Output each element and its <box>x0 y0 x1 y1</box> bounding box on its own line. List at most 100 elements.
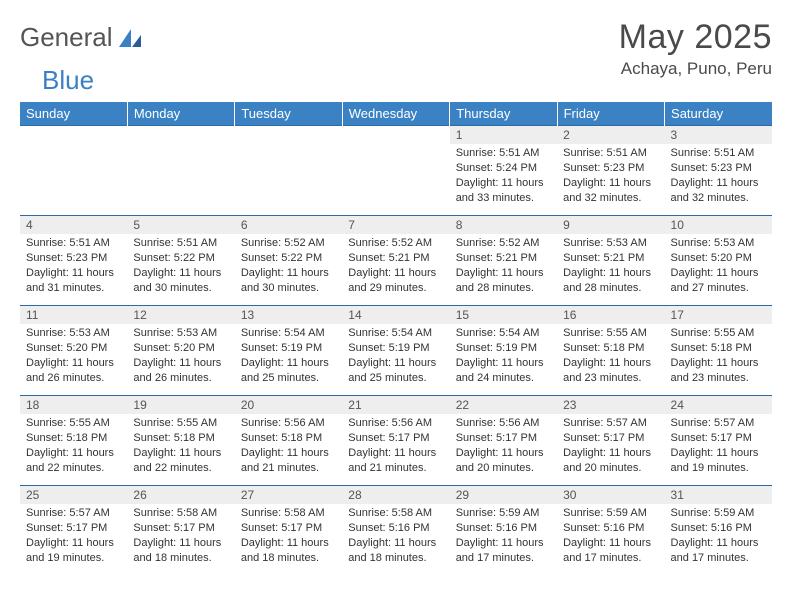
day-details: Sunrise: 5:55 AMSunset: 5:18 PMDaylight:… <box>127 414 234 479</box>
day-number: 31 <box>665 486 772 504</box>
weekday-header: Saturday <box>665 102 772 126</box>
calendar-cell: 21Sunrise: 5:56 AMSunset: 5:17 PMDayligh… <box>342 396 449 486</box>
day-details: Sunrise: 5:56 AMSunset: 5:17 PMDaylight:… <box>342 414 449 479</box>
calendar-cell: 1Sunrise: 5:51 AMSunset: 5:24 PMDaylight… <box>450 126 557 216</box>
calendar-cell: 3Sunrise: 5:51 AMSunset: 5:23 PMDaylight… <box>665 126 772 216</box>
day-number: 17 <box>665 306 772 324</box>
day-number: 27 <box>235 486 342 504</box>
calendar-cell <box>20 126 127 216</box>
logo-text-2: Blue <box>42 65 94 96</box>
day-number: 22 <box>450 396 557 414</box>
day-details: Sunrise: 5:58 AMSunset: 5:17 PMDaylight:… <box>235 504 342 569</box>
day-number: 15 <box>450 306 557 324</box>
day-number: 21 <box>342 396 449 414</box>
day-details: Sunrise: 5:52 AMSunset: 5:22 PMDaylight:… <box>235 234 342 299</box>
calendar-cell: 12Sunrise: 5:53 AMSunset: 5:20 PMDayligh… <box>127 306 234 396</box>
weekday-header-row: Sunday Monday Tuesday Wednesday Thursday… <box>20 102 772 126</box>
calendar-cell: 7Sunrise: 5:52 AMSunset: 5:21 PMDaylight… <box>342 216 449 306</box>
calendar-cell: 5Sunrise: 5:51 AMSunset: 5:22 PMDaylight… <box>127 216 234 306</box>
day-details: Sunrise: 5:55 AMSunset: 5:18 PMDaylight:… <box>20 414 127 479</box>
calendar-cell: 18Sunrise: 5:55 AMSunset: 5:18 PMDayligh… <box>20 396 127 486</box>
calendar-cell: 15Sunrise: 5:54 AMSunset: 5:19 PMDayligh… <box>450 306 557 396</box>
day-number: 19 <box>127 396 234 414</box>
day-details: Sunrise: 5:55 AMSunset: 5:18 PMDaylight:… <box>557 324 664 389</box>
day-details: Sunrise: 5:57 AMSunset: 5:17 PMDaylight:… <box>665 414 772 479</box>
calendar-cell: 4Sunrise: 5:51 AMSunset: 5:23 PMDaylight… <box>20 216 127 306</box>
calendar-table: Sunday Monday Tuesday Wednesday Thursday… <box>20 102 772 576</box>
calendar-cell <box>342 126 449 216</box>
day-details: Sunrise: 5:58 AMSunset: 5:16 PMDaylight:… <box>342 504 449 569</box>
calendar-cell <box>235 126 342 216</box>
calendar-week-row: 18Sunrise: 5:55 AMSunset: 5:18 PMDayligh… <box>20 396 772 486</box>
day-number: 23 <box>557 396 664 414</box>
day-details: Sunrise: 5:56 AMSunset: 5:17 PMDaylight:… <box>450 414 557 479</box>
day-number: 2 <box>557 126 664 144</box>
day-details: Sunrise: 5:58 AMSunset: 5:17 PMDaylight:… <box>127 504 234 569</box>
calendar-cell: 29Sunrise: 5:59 AMSunset: 5:16 PMDayligh… <box>450 486 557 576</box>
location: Achaya, Puno, Peru <box>619 59 772 79</box>
day-details: Sunrise: 5:55 AMSunset: 5:18 PMDaylight:… <box>665 324 772 389</box>
calendar-cell: 27Sunrise: 5:58 AMSunset: 5:17 PMDayligh… <box>235 486 342 576</box>
day-details: Sunrise: 5:57 AMSunset: 5:17 PMDaylight:… <box>557 414 664 479</box>
day-details: Sunrise: 5:51 AMSunset: 5:23 PMDaylight:… <box>557 144 664 209</box>
day-details: Sunrise: 5:52 AMSunset: 5:21 PMDaylight:… <box>342 234 449 299</box>
day-number: 30 <box>557 486 664 504</box>
day-number: 8 <box>450 216 557 234</box>
calendar-cell: 25Sunrise: 5:57 AMSunset: 5:17 PMDayligh… <box>20 486 127 576</box>
day-details: Sunrise: 5:57 AMSunset: 5:17 PMDaylight:… <box>20 504 127 569</box>
day-details: Sunrise: 5:59 AMSunset: 5:16 PMDaylight:… <box>665 504 772 569</box>
day-number: 10 <box>665 216 772 234</box>
calendar-cell <box>127 126 234 216</box>
day-number: 1 <box>450 126 557 144</box>
day-number: 26 <box>127 486 234 504</box>
calendar-cell: 10Sunrise: 5:53 AMSunset: 5:20 PMDayligh… <box>665 216 772 306</box>
day-details: Sunrise: 5:52 AMSunset: 5:21 PMDaylight:… <box>450 234 557 299</box>
calendar-cell: 30Sunrise: 5:59 AMSunset: 5:16 PMDayligh… <box>557 486 664 576</box>
day-details: Sunrise: 5:51 AMSunset: 5:24 PMDaylight:… <box>450 144 557 209</box>
day-details: Sunrise: 5:53 AMSunset: 5:20 PMDaylight:… <box>20 324 127 389</box>
calendar-cell: 23Sunrise: 5:57 AMSunset: 5:17 PMDayligh… <box>557 396 664 486</box>
logo-text-1: General <box>20 22 113 53</box>
day-details: Sunrise: 5:59 AMSunset: 5:16 PMDaylight:… <box>557 504 664 569</box>
day-number: 7 <box>342 216 449 234</box>
day-number: 14 <box>342 306 449 324</box>
weekday-header: Monday <box>127 102 234 126</box>
day-number: 25 <box>20 486 127 504</box>
day-details: Sunrise: 5:54 AMSunset: 5:19 PMDaylight:… <box>342 324 449 389</box>
calendar-week-row: 11Sunrise: 5:53 AMSunset: 5:20 PMDayligh… <box>20 306 772 396</box>
calendar-week-row: 4Sunrise: 5:51 AMSunset: 5:23 PMDaylight… <box>20 216 772 306</box>
day-details: Sunrise: 5:51 AMSunset: 5:23 PMDaylight:… <box>20 234 127 299</box>
day-details: Sunrise: 5:54 AMSunset: 5:19 PMDaylight:… <box>235 324 342 389</box>
logo: General <box>20 18 145 53</box>
title-block: May 2025 Achaya, Puno, Peru <box>619 18 772 79</box>
day-details: Sunrise: 5:54 AMSunset: 5:19 PMDaylight:… <box>450 324 557 389</box>
day-details: Sunrise: 5:56 AMSunset: 5:18 PMDaylight:… <box>235 414 342 479</box>
calendar-cell: 24Sunrise: 5:57 AMSunset: 5:17 PMDayligh… <box>665 396 772 486</box>
weekday-header: Friday <box>557 102 664 126</box>
day-number: 20 <box>235 396 342 414</box>
day-number: 18 <box>20 396 127 414</box>
weekday-header: Sunday <box>20 102 127 126</box>
day-number: 3 <box>665 126 772 144</box>
month-title: May 2025 <box>619 18 772 57</box>
day-details: Sunrise: 5:51 AMSunset: 5:22 PMDaylight:… <box>127 234 234 299</box>
day-number: 29 <box>450 486 557 504</box>
calendar-cell: 9Sunrise: 5:53 AMSunset: 5:21 PMDaylight… <box>557 216 664 306</box>
calendar-cell: 31Sunrise: 5:59 AMSunset: 5:16 PMDayligh… <box>665 486 772 576</box>
day-number: 13 <box>235 306 342 324</box>
day-details: Sunrise: 5:53 AMSunset: 5:20 PMDaylight:… <box>127 324 234 389</box>
calendar-week-row: 1Sunrise: 5:51 AMSunset: 5:24 PMDaylight… <box>20 126 772 216</box>
day-details: Sunrise: 5:53 AMSunset: 5:20 PMDaylight:… <box>665 234 772 299</box>
calendar-cell: 28Sunrise: 5:58 AMSunset: 5:16 PMDayligh… <box>342 486 449 576</box>
calendar-cell: 13Sunrise: 5:54 AMSunset: 5:19 PMDayligh… <box>235 306 342 396</box>
day-number: 5 <box>127 216 234 234</box>
calendar-cell: 26Sunrise: 5:58 AMSunset: 5:17 PMDayligh… <box>127 486 234 576</box>
day-details: Sunrise: 5:51 AMSunset: 5:23 PMDaylight:… <box>665 144 772 209</box>
day-number: 28 <box>342 486 449 504</box>
weekday-header: Thursday <box>450 102 557 126</box>
day-number: 12 <box>127 306 234 324</box>
calendar-cell: 17Sunrise: 5:55 AMSunset: 5:18 PMDayligh… <box>665 306 772 396</box>
calendar-cell: 11Sunrise: 5:53 AMSunset: 5:20 PMDayligh… <box>20 306 127 396</box>
weekday-header: Tuesday <box>235 102 342 126</box>
calendar-cell: 19Sunrise: 5:55 AMSunset: 5:18 PMDayligh… <box>127 396 234 486</box>
